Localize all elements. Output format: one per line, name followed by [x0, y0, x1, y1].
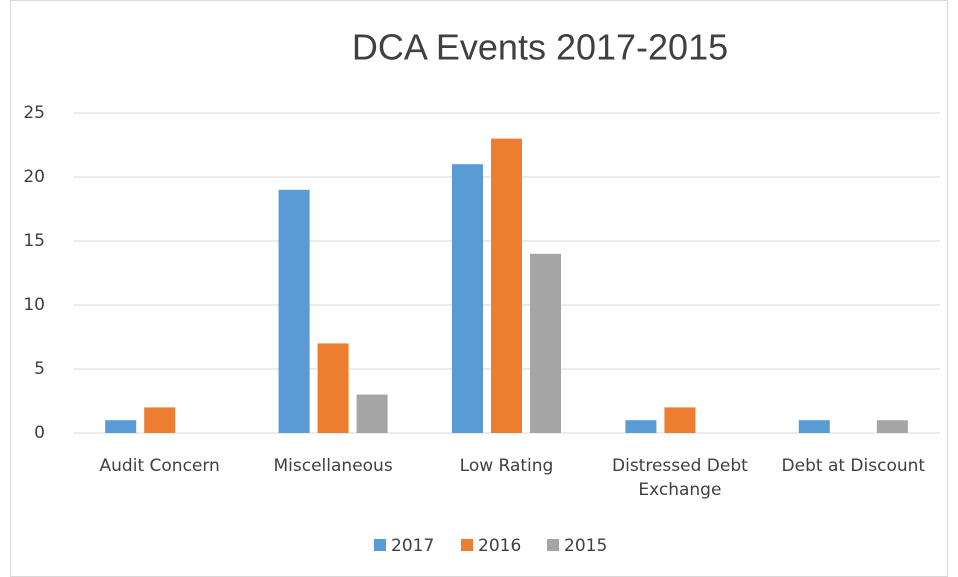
- x-tick-label-line: Distressed Debt: [612, 456, 748, 476]
- y-tick-label: 25: [23, 103, 45, 123]
- x-tick-label-line: Exchange: [638, 480, 721, 500]
- y-tick-label: 0: [34, 423, 45, 443]
- bar: [452, 164, 483, 433]
- x-tick-label: Audit Concern: [100, 456, 220, 476]
- bar: [625, 420, 657, 433]
- legend-label: 2017: [391, 536, 434, 556]
- legend-label: 2015: [564, 536, 607, 556]
- y-tick-label: 5: [34, 359, 45, 379]
- bar: [798, 420, 830, 433]
- y-tick-label: 10: [23, 295, 45, 315]
- x-tick-label: Low Rating: [460, 456, 554, 476]
- bar: [356, 394, 388, 433]
- chart-title: DCA Events 2017-2015: [352, 27, 728, 68]
- x-tick-label: Distressed Debt Exchange: [612, 456, 748, 500]
- legend-swatch: [461, 539, 473, 551]
- bar: [530, 253, 561, 433]
- bar: [278, 189, 310, 433]
- legend-label: 2016: [478, 536, 521, 556]
- x-tick-label: Miscellaneous: [274, 456, 393, 476]
- bar: [317, 343, 349, 433]
- y-tick-label: 15: [23, 231, 45, 251]
- bar: [491, 138, 522, 433]
- x-tick-label: Debt at Discount: [782, 456, 926, 476]
- y-tick-label: 20: [23, 167, 45, 187]
- legend-swatch: [374, 539, 386, 551]
- bar: [664, 407, 696, 433]
- bar: [876, 420, 908, 433]
- legend-swatch: [547, 539, 559, 551]
- bar: [144, 407, 176, 433]
- bar: [105, 420, 137, 433]
